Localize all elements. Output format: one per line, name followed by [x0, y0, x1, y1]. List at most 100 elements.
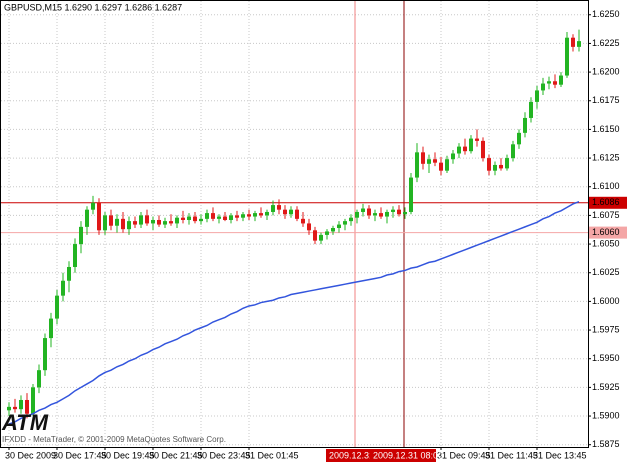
- x-tick-label: 31 Dec 13:45: [533, 450, 587, 460]
- candle-body: [217, 216, 221, 219]
- candle-body: [271, 205, 275, 212]
- candle-body: [199, 218, 203, 222]
- candle-body: [487, 158, 491, 171]
- candle-body: [379, 213, 383, 217]
- candle-body: [259, 213, 263, 216]
- candle-body: [169, 221, 173, 224]
- candle-body: [427, 159, 431, 164]
- candle-body: [505, 158, 509, 169]
- candle-body: [193, 216, 197, 222]
- x-tick-label: 31 Dec 09:45: [437, 450, 491, 460]
- plot-frame: [0, 0, 589, 448]
- candle-body: [109, 215, 113, 226]
- candle-body: [343, 221, 347, 225]
- candle-body: [79, 226, 83, 245]
- candle-body: [499, 164, 503, 169]
- candle-body: [577, 41, 581, 47]
- candle-body: [241, 214, 245, 218]
- candle-body: [175, 217, 179, 224]
- candle-body: [205, 213, 209, 219]
- marker-label: 2009.12.31 08:00: [373, 450, 443, 460]
- candle-body: [85, 209, 89, 227]
- candle-body: [133, 221, 137, 225]
- y-tick-label: 1.5975: [592, 324, 620, 334]
- candle-body: [373, 213, 377, 216]
- candle-body: [157, 219, 161, 225]
- level-label: 1.6086: [592, 197, 620, 207]
- y-tick-label: 1.6050: [592, 238, 620, 248]
- candle-body: [283, 209, 287, 215]
- candle-body: [49, 318, 53, 339]
- candle-body: [73, 244, 77, 267]
- candle-body: [517, 132, 521, 145]
- candle-body: [37, 370, 41, 388]
- watermark: IFXDD - MetaTrader, © 2001-2009 MetaQuot…: [2, 435, 226, 444]
- candle-body: [223, 216, 227, 220]
- candle-body: [451, 153, 455, 160]
- candle-body: [385, 211, 389, 217]
- candle-body: [301, 218, 305, 224]
- candle-body: [187, 216, 191, 220]
- candle-body: [115, 218, 119, 226]
- candle-body: [349, 217, 353, 222]
- candle-body: [433, 159, 437, 163]
- y-tick-label: 1.6200: [592, 66, 620, 76]
- candle-body: [235, 215, 239, 218]
- candle-body: [445, 159, 449, 171]
- candle-body: [67, 266, 71, 281]
- candle-body: [439, 162, 443, 171]
- x-tick-label: 31 Dec 11:45: [485, 450, 538, 460]
- y-tick-label: 1.6175: [592, 95, 620, 105]
- candle-body: [325, 231, 329, 235]
- candle-body: [31, 387, 35, 414]
- candle-body: [553, 81, 557, 85]
- candle-body: [529, 101, 533, 118]
- y-tick-label: 1.6250: [592, 9, 620, 19]
- marker-label-box: [370, 449, 436, 462]
- candle-body: [43, 338, 47, 371]
- candle-body: [409, 177, 413, 212]
- candle-body: [367, 208, 371, 216]
- candle-body: [211, 213, 215, 219]
- y-tick-label: 1.6150: [592, 124, 620, 134]
- candle-body: [181, 217, 185, 220]
- candle-body: [313, 230, 317, 241]
- y-tick-label: 1.6075: [592, 210, 620, 220]
- candle-body: [511, 144, 515, 159]
- candle-body: [331, 228, 335, 232]
- candle-body: [361, 208, 365, 212]
- x-tick-label: 31 Dec 01:45: [245, 450, 299, 460]
- axis-layer: 1.6250 1.6225 1.6200 1.6175 1.6150 1.6125 1.61…: [5, 9, 627, 460]
- candle-body: [13, 406, 17, 410]
- candle-body: [25, 399, 29, 414]
- candle-body: [247, 214, 251, 217]
- candle-body: [469, 138, 473, 152]
- candle-body: [97, 202, 101, 231]
- plot-layer: [1, 29, 588, 425]
- candle-body: [151, 219, 155, 224]
- y-tick-label: 1.5900: [592, 410, 620, 420]
- candle-body: [253, 213, 257, 217]
- candle-body: [565, 37, 569, 76]
- candle-body: [337, 224, 341, 229]
- y-tick-label: 1.5950: [592, 353, 620, 363]
- y-tick-label: 1.6000: [592, 296, 620, 306]
- y-tick-label: 1.6100: [592, 181, 620, 191]
- x-tick-label: 30 Dec 21:45: [149, 450, 203, 460]
- candle-body: [307, 223, 311, 231]
- candle-body: [61, 280, 65, 296]
- candle-body: [91, 202, 95, 210]
- x-tick-label: 30 Dec 17:45: [53, 450, 107, 460]
- candle-body: [559, 75, 563, 85]
- candle-body: [139, 215, 143, 225]
- marker-label: 2009.12.31 06:00: [329, 450, 399, 460]
- candle-body: [19, 399, 23, 410]
- y-tick-label: 1.6025: [592, 267, 620, 277]
- candle-body: [535, 90, 539, 102]
- candle-body: [229, 215, 233, 220]
- candle-body: [481, 140, 485, 159]
- y-tick-label: 1.6125: [592, 152, 620, 162]
- y-tick-label: 1.6225: [592, 38, 620, 48]
- y-tick-label: 1.5875: [592, 439, 620, 449]
